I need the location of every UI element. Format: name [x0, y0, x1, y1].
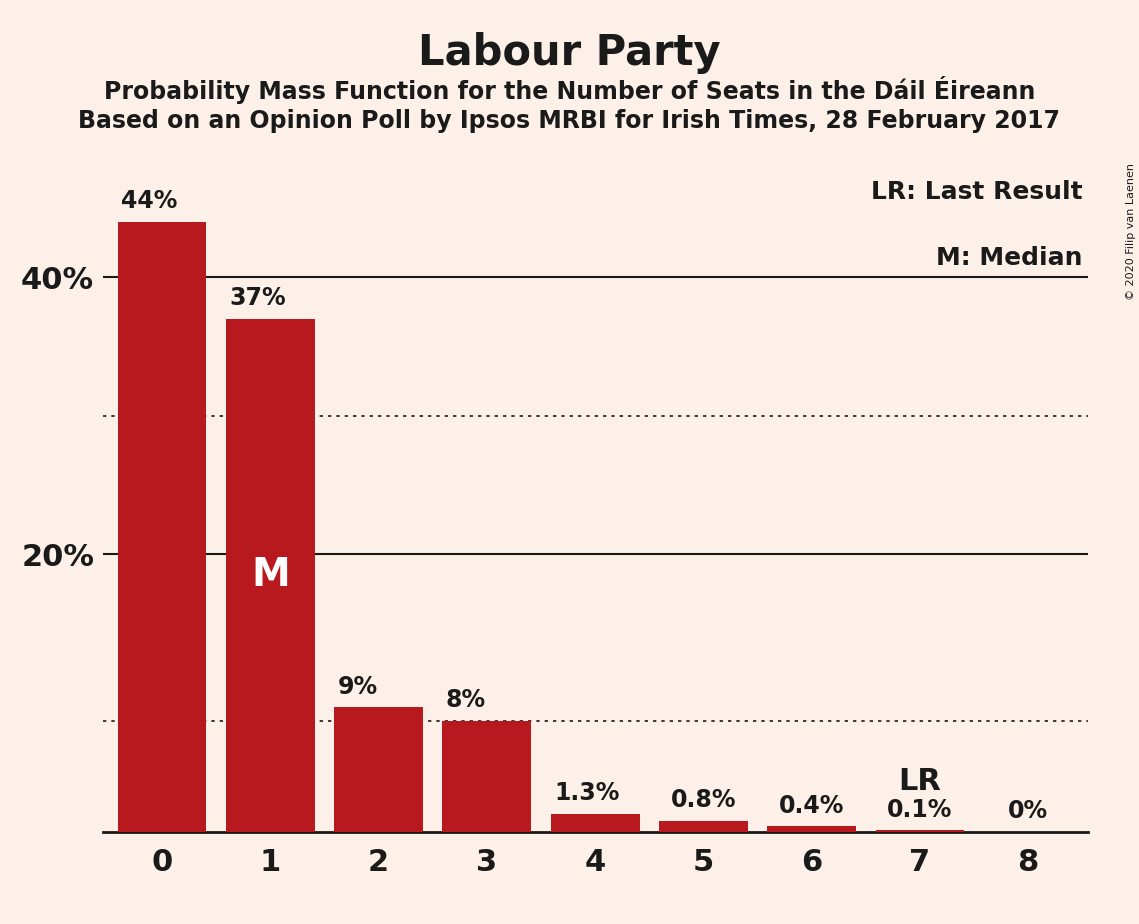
Text: 37%: 37%	[229, 286, 286, 310]
Text: Labour Party: Labour Party	[418, 32, 721, 74]
Bar	[659, 821, 748, 832]
Text: 44%: 44%	[121, 189, 178, 213]
Text: 0%: 0%	[1008, 799, 1048, 823]
Text: 0.4%: 0.4%	[779, 794, 844, 818]
Bar	[768, 826, 857, 832]
Text: Probability Mass Function for the Number of Seats in the Dáil Éireann: Probability Mass Function for the Number…	[104, 76, 1035, 103]
Text: M: M	[251, 556, 289, 594]
Bar	[551, 814, 639, 832]
Text: LR: Last Result: LR: Last Result	[871, 179, 1083, 203]
Text: 0.8%: 0.8%	[671, 788, 736, 812]
Bar	[876, 831, 965, 832]
Text: 1.3%: 1.3%	[554, 782, 620, 806]
Text: 0.1%: 0.1%	[887, 798, 952, 822]
Bar	[442, 721, 531, 832]
Text: 8%: 8%	[445, 688, 486, 712]
Text: M: Median: M: Median	[936, 246, 1083, 270]
Text: Based on an Opinion Poll by Ipsos MRBI for Irish Times, 28 February 2017: Based on an Opinion Poll by Ipsos MRBI f…	[79, 109, 1060, 133]
Text: LR: LR	[899, 767, 941, 796]
Bar	[226, 319, 314, 832]
Bar	[334, 707, 423, 832]
Text: 9%: 9%	[337, 675, 377, 699]
Bar	[117, 222, 206, 832]
Text: © 2020 Filip van Laenen: © 2020 Filip van Laenen	[1126, 163, 1136, 299]
